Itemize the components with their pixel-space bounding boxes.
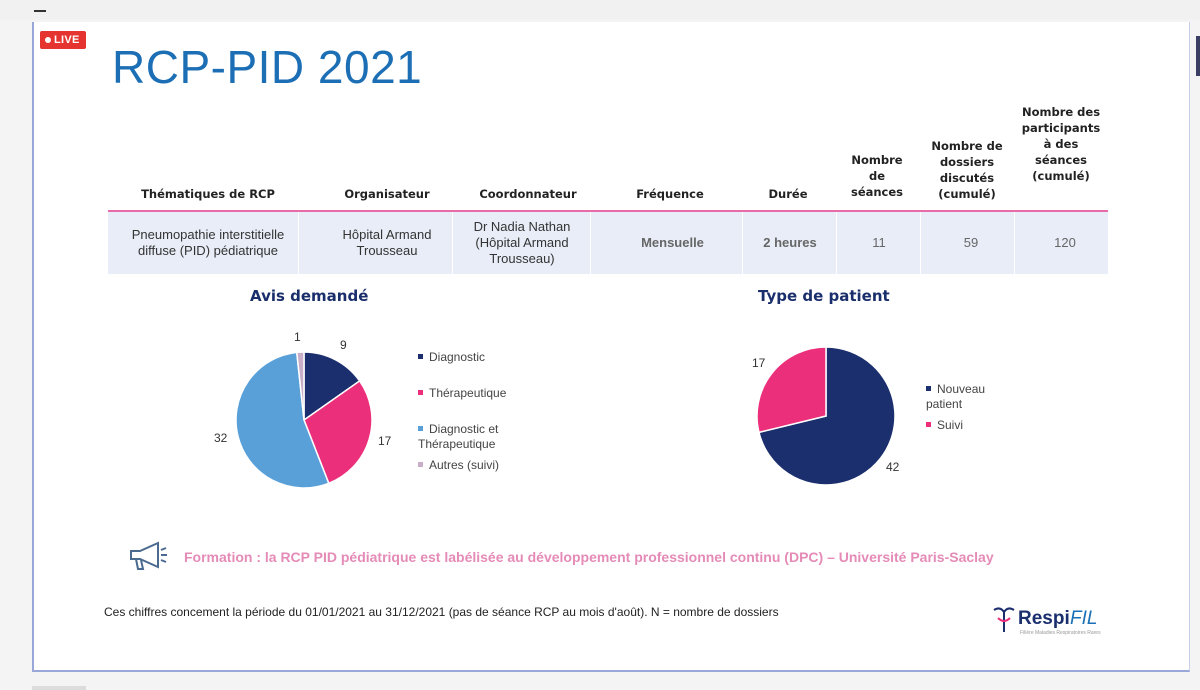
- column-divider: [920, 212, 921, 274]
- scrollbar-thumb[interactable]: [1196, 36, 1200, 76]
- chart-title-avis: Avis demandé: [250, 287, 369, 305]
- cell-participants: 120: [1054, 235, 1076, 250]
- legend-label: Suivi: [937, 418, 964, 432]
- legend-label: Autres (suivi): [429, 458, 500, 472]
- data-label-17: 17: [378, 434, 392, 448]
- legend-swatch: [418, 390, 423, 396]
- table-header-duree: Durée: [768, 187, 808, 201]
- legend-nouveau-patient: Nouveau patient: [926, 382, 996, 412]
- respifil-logo: Respi FIL Filière Maladies Respiratoires…: [993, 607, 1101, 636]
- cell-frequence: Mensuelle: [641, 235, 704, 250]
- legend-swatch: [418, 426, 423, 432]
- legend-label: Nouveau patient: [926, 382, 986, 411]
- table-header-participants: Nombre des participants à des séances (c…: [1021, 105, 1101, 183]
- menu-icon[interactable]: [34, 4, 46, 12]
- table-header-seances: Nombre de séances: [850, 153, 904, 199]
- data-label-42: 42: [886, 460, 900, 474]
- browser-top-bar: [0, 0, 1200, 20]
- legend-label: Thérapeutique: [429, 386, 507, 400]
- legend-label: Diagnostic: [429, 350, 486, 364]
- pie-slice-autres-suivi-: [295, 351, 305, 421]
- pie-slice-th-rapeutique: [303, 379, 373, 485]
- legend-therapeutique: Thérapeutique: [418, 386, 506, 401]
- legend-swatch: [926, 386, 931, 392]
- table-header-frequence: Fréquence: [636, 187, 704, 201]
- cell-thematique: Pneumopathie interstitielle diffuse (PID…: [131, 227, 285, 258]
- cell-duree: 2 heures: [763, 235, 817, 250]
- legend-swatch: [926, 422, 931, 428]
- data-label-9: 9: [340, 338, 347, 352]
- column-divider: [452, 212, 453, 274]
- bottom-tab[interactable]: [32, 686, 86, 690]
- live-badge-label: LIVE: [54, 34, 80, 46]
- legend-autres: Autres (suivi): [418, 458, 499, 473]
- table-header-coordonnateur: Coordonnateur: [479, 187, 577, 201]
- svg-text:FIL: FIL: [1070, 608, 1097, 629]
- legend-diag-ther: Diagnostic et Thérapeutique: [418, 422, 538, 452]
- megaphone-icon: [130, 541, 167, 570]
- column-divider: [742, 212, 743, 274]
- legend-swatch: [418, 354, 423, 360]
- data-label-17: 17: [752, 356, 766, 370]
- cell-dossiers: 59: [963, 235, 979, 250]
- data-label-1: 1: [294, 330, 301, 344]
- cell-coordonnateur: Dr Nadia Nathan (Hôpital Armand Troussea…: [473, 219, 571, 266]
- legend-suivi: Suivi: [926, 418, 963, 433]
- legend-swatch: [418, 462, 423, 468]
- pie-chart-type-patient: [756, 346, 896, 486]
- table-header-thematiques: Thématiques de RCP: [141, 187, 275, 201]
- table-header-dossiers: Nombre de dossiers discutés (cumulé): [931, 139, 1003, 201]
- pie-chart-avis: [235, 351, 373, 489]
- pie-slice-nouveau-patient: [758, 346, 896, 486]
- live-badge: LIVE: [40, 31, 86, 49]
- column-divider: [836, 212, 837, 274]
- column-divider: [1014, 212, 1015, 274]
- pie-slice-diagnostic: [303, 351, 361, 422]
- column-divider: [298, 212, 299, 274]
- pie-slice-diagnostic-et-th-rapeutique: [235, 351, 330, 489]
- cell-seances: 11: [872, 235, 886, 250]
- chart-title-type-patient: Type de patient: [758, 287, 890, 305]
- slide-frame: [32, 22, 1190, 672]
- cell-organisateur: Hôpital Armand Trousseau: [342, 227, 432, 258]
- pie-slice-suivi: [756, 346, 827, 434]
- legend-label: Diagnostic et Thérapeutique: [418, 422, 499, 451]
- legend-diagnostic: Diagnostic: [418, 350, 485, 365]
- footnote: Ces chiffres concement la période du 01/…: [104, 605, 779, 619]
- data-label-32: 32: [214, 431, 228, 445]
- svg-text:Filière Maladies Respiratoires: Filière Maladies Respiratoires Rares: [1020, 630, 1101, 636]
- formation-text: Formation : la RCP PID pédiatrique est l…: [184, 549, 994, 565]
- table-header-organisateur: Organisateur: [344, 187, 430, 201]
- live-dot-icon: [45, 37, 51, 43]
- column-divider: [590, 212, 591, 274]
- table-row: [108, 210, 1108, 274]
- svg-text:Respi: Respi: [1018, 608, 1070, 629]
- slide-title: RCP-PID 2021: [112, 41, 423, 93]
